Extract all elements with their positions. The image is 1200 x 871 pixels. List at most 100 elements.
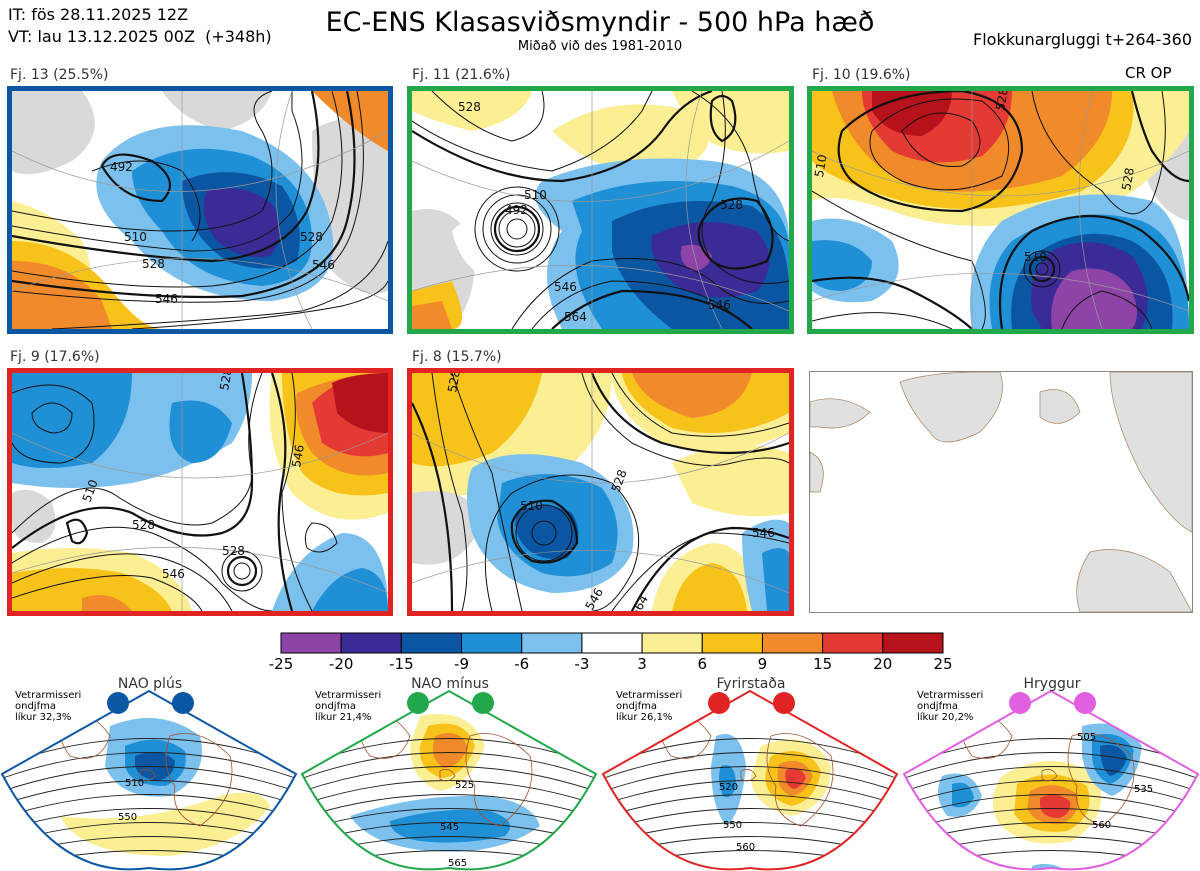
colorbar-swatch <box>521 632 583 654</box>
svg-text:546: 546 <box>708 298 731 312</box>
run-info: IT: fös 28.11.2025 12Z VT: lau 13.12.2025… <box>8 4 272 48</box>
svg-text:510: 510 <box>1024 250 1047 264</box>
cluster-map-2: 528 510 492 528 546 564 546 <box>407 86 794 334</box>
regime-2 <box>300 676 598 871</box>
colorbar-tick-label: -3 <box>574 655 590 673</box>
regime-color-dot <box>472 692 494 714</box>
svg-text:528: 528 <box>300 230 323 244</box>
svg-text:510: 510 <box>524 188 547 202</box>
contour-labels-3: 528 510 528 510 <box>812 91 1137 264</box>
svg-text:492: 492 <box>110 160 133 174</box>
regime-name: Fyrirstaða <box>716 676 786 692</box>
colorbar-swatch <box>400 632 463 654</box>
regime-contour-label: 550 <box>118 812 138 823</box>
svg-text:528: 528 <box>993 91 1011 112</box>
regime-4 <box>902 676 1200 871</box>
colorbar-swatch <box>461 632 523 654</box>
regime-1 <box>0 676 298 871</box>
svg-text:510: 510 <box>812 153 830 178</box>
regime-climatology-note: Vetrarmisseri ondjfma líkur 20,2% <box>917 690 984 723</box>
svg-text:528: 528 <box>445 373 463 394</box>
regime-name: Hryggur <box>1023 676 1081 692</box>
colorbar-tick-label: -20 <box>328 655 354 673</box>
cluster-map-5: 528 510 528 546 546 564 <box>407 368 794 616</box>
cr-op-badge: CR OP <box>1125 64 1172 82</box>
colorbar-swatch <box>882 632 944 654</box>
regime-contour-label: 525 <box>455 780 475 791</box>
svg-text:492: 492 <box>505 203 528 217</box>
colorbar <box>280 632 944 654</box>
colorbar-swatch <box>822 632 884 654</box>
regime-climatology-note: Vetrarmisseri ondjfma líkur 21,4% <box>315 690 382 723</box>
classification-window: Flokkunargluggi t+264-360 <box>973 30 1192 49</box>
colorbar-tick-label: -9 <box>454 655 470 673</box>
svg-text:528: 528 <box>1119 167 1137 192</box>
cluster-label-1: Fj. 13 (25.5%) <box>10 67 109 83</box>
page-subtitle: Miðað við des 1981-2010 <box>517 39 683 54</box>
page-title: EC-ENS Klasasviðsmyndir - 500 hPa hæð <box>325 7 875 38</box>
reference-map <box>809 371 1193 613</box>
svg-text:546: 546 <box>554 280 577 294</box>
regime-climatology-note: Vetrarmisseri ondjfma líkur 32,3% <box>15 690 82 723</box>
colorbar-tick-label: 15 <box>813 655 833 673</box>
cluster-label-2: Fj. 11 (21.6%) <box>412 67 511 83</box>
regime-name: NAO mínus <box>411 676 489 692</box>
svg-text:528: 528 <box>720 198 743 212</box>
init-time: IT: fös 28.11.2025 12Z <box>8 5 189 24</box>
cluster-map-1: 492 510 528 546 528 546 <box>7 86 393 334</box>
svg-text:546: 546 <box>752 526 775 540</box>
cluster-label-4: Fj. 9 (17.6%) <box>10 349 100 365</box>
colorbar-tick-label: 6 <box>697 655 708 673</box>
regime-color-dot <box>172 692 194 714</box>
cluster-map-3: 528 510 528 510 <box>807 86 1194 334</box>
contour-labels-1: 492 510 528 546 528 546 <box>110 160 335 306</box>
regime-name: NAO plús <box>117 676 183 692</box>
colorbar-swatch <box>701 632 763 654</box>
regime-3 <box>601 676 899 871</box>
regime-climatology-note: Vetrarmisseri ondjfma líkur 26,1% <box>616 690 683 723</box>
cluster-label-5: Fj. 8 (15.7%) <box>412 349 502 365</box>
svg-text:510: 510 <box>124 230 147 244</box>
colorbar-tick-label: -25 <box>268 655 294 673</box>
contour-labels-2: 528 510 492 528 546 564 546 <box>458 100 743 324</box>
svg-text:528: 528 <box>132 518 155 532</box>
regime-contour-label: 510 <box>125 778 145 789</box>
cluster-label-3: Fj. 10 (19.6%) <box>812 67 911 83</box>
regime-color-dot <box>708 692 730 714</box>
regime-color-dot <box>773 692 795 714</box>
colorbar-tick-label: -15 <box>389 655 414 673</box>
svg-text:528: 528 <box>458 100 481 114</box>
regime-contour-label: 550 <box>723 820 743 831</box>
colorbar-tick-label: 20 <box>873 655 893 673</box>
svg-text:528: 528 <box>217 373 235 392</box>
valid-time: VT: lau 13.12.2025 00Z (+348h) <box>8 27 272 46</box>
colorbar-tick-label: 25 <box>933 655 953 673</box>
regime-contour-label: 535 <box>1134 784 1154 795</box>
colorbar-swatch <box>280 632 342 654</box>
cluster-map-4: 528 510 528 528 546 546 <box>7 368 393 616</box>
svg-text:546: 546 <box>155 292 178 306</box>
svg-text:546: 546 <box>289 444 307 469</box>
regime-contour-label: 520 <box>719 782 739 793</box>
regime-contour-label: 560 <box>736 842 756 853</box>
regime-contour-label: 505 <box>1077 732 1097 743</box>
colorbar-tick-label: -6 <box>514 655 530 673</box>
colorbar-swatch <box>340 632 402 654</box>
regime-contour-label: 560 <box>1092 820 1112 831</box>
colorbar-tick-label: 3 <box>637 655 647 673</box>
regime-contour-label: 545 <box>440 822 460 833</box>
colorbar-swatch <box>581 632 643 654</box>
regime-color-dot <box>1009 692 1031 714</box>
svg-text:546: 546 <box>312 258 335 272</box>
colorbar-swatch <box>761 632 824 654</box>
colorbar-tick-label: 9 <box>757 655 768 673</box>
svg-text:564: 564 <box>564 310 587 324</box>
svg-text:510: 510 <box>520 499 543 513</box>
regime-color-dot <box>1074 692 1096 714</box>
colorbar-swatch <box>641 632 703 654</box>
regime-color-dot <box>407 692 429 714</box>
svg-text:546: 546 <box>162 567 185 581</box>
svg-text:528: 528 <box>222 544 245 558</box>
regime-color-dot <box>107 692 129 714</box>
svg-text:528: 528 <box>142 257 165 271</box>
